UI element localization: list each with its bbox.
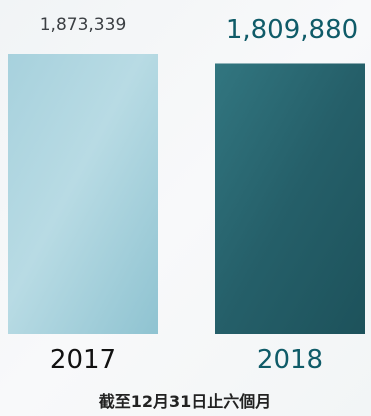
category-label-2018: 2018 xyxy=(257,345,323,375)
value-label-2017: 1,873,339 xyxy=(40,15,127,35)
bar-2018 xyxy=(215,63,365,334)
category-label-2017: 2017 xyxy=(50,345,116,375)
chart-subtitle: 截至12月31日止六個月 xyxy=(99,392,272,411)
bars-group xyxy=(8,54,365,334)
value-label-2018: 1,809,880 xyxy=(226,15,358,45)
bar-2017 xyxy=(8,54,158,334)
